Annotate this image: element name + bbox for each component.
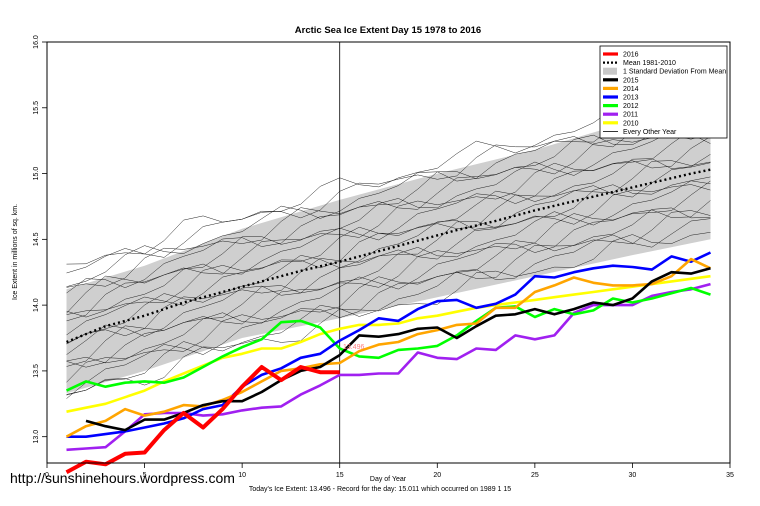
legend-label: Every Other Year <box>623 129 677 136</box>
series-2014-line <box>65 257 712 438</box>
other-year-line <box>66 180 711 367</box>
other-year-line <box>66 105 711 287</box>
other-year-line <box>66 184 711 355</box>
y-axis-label: Ice Extent in millions of sq. km. <box>12 204 19 300</box>
x-tick-label: 10 <box>238 472 246 479</box>
other-year-line <box>66 133 711 294</box>
legend-label: 1 Standard Deviation From Mean <box>623 69 726 76</box>
other-year-line <box>66 110 711 288</box>
other-year-line <box>66 160 711 336</box>
other-year-line <box>66 218 711 395</box>
other-year-line <box>66 232 711 396</box>
y-tick-label: 15.0 <box>33 167 40 181</box>
mean-layer <box>66 168 711 344</box>
other-year-line <box>66 136 711 318</box>
y-tick-label: 16.0 <box>33 35 40 49</box>
legend-box <box>599 45 728 139</box>
x-tick-label: 0 <box>45 472 49 479</box>
y-tick-label: 15.5 <box>33 101 40 115</box>
chart-title: Arctic Sea Ice Extent Day 15 1978 to 201… <box>295 25 481 36</box>
y-tick-label: 13.0 <box>33 430 40 444</box>
legend-label: 2014 <box>623 86 639 93</box>
other-year-line <box>66 154 711 315</box>
plot-frame <box>46 41 731 464</box>
series-2010-line <box>66 274 711 413</box>
legend-label: Mean 1981-2010 <box>623 60 676 67</box>
axis-layer: 0 5 10 15 20 25 30 35 13.0 13.5 14.0 14.5 15.0 15.5 16… <box>33 35 734 479</box>
other-year-line <box>66 129 711 322</box>
legend-label: 2015 <box>623 77 639 84</box>
x-tick-label: 30 <box>629 472 637 479</box>
watermark-url: http://sunshinehours.wordpress.com <box>10 470 235 486</box>
other-year-line <box>66 176 711 344</box>
other-year-line <box>66 130 711 314</box>
footer-caption: Today's Ice Extent: 13.496 - Record for … <box>248 486 512 493</box>
legend-label: 2012 <box>623 103 639 110</box>
today-annotation: 13.496 <box>343 344 365 351</box>
y-tick-label: 14.5 <box>33 232 40 246</box>
x-tick-label: 20 <box>433 472 441 479</box>
legend-label: 2010 <box>623 120 639 127</box>
other-year-line <box>66 210 711 399</box>
x-tick-label: 5 <box>143 472 147 479</box>
x-tick-label: 15 <box>336 472 344 479</box>
x-tick-label: 25 <box>531 472 539 479</box>
series-2016-line <box>65 365 340 474</box>
mean-line <box>66 168 711 344</box>
legend-label: 2016 <box>623 52 639 59</box>
x-axis-label: Day of Year <box>370 476 407 483</box>
other-year-line <box>66 200 711 364</box>
legend-label: 2011 <box>623 112 638 119</box>
x-tick-label: 35 <box>726 472 734 479</box>
legend-label: 2013 <box>623 95 639 102</box>
other-year-line <box>66 207 711 383</box>
y-tick-label: 13.5 <box>33 364 40 378</box>
series-2015-line <box>85 267 711 432</box>
series-layer <box>65 251 712 474</box>
legend-swatch <box>603 67 617 75</box>
y-tick-label: 14.0 <box>33 298 40 312</box>
